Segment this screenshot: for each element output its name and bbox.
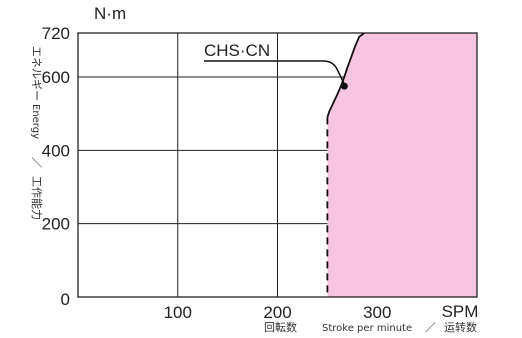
y-tick-label-720: 720 [42,24,70,43]
x-axis-title-jp: 回転数 [264,321,297,334]
x-tick-label-200: 200 [263,303,291,322]
y-tick-label-200: 200 [42,215,70,234]
x-axis-title-cn: 运转数 [444,320,477,334]
series-line-chs-cn [326,32,365,118]
y-tick-label-400: 400 [42,141,70,160]
x-tick-labels: 100 200 300 [164,303,392,322]
series-curve [326,32,365,118]
x-tick-label-300: 300 [363,303,391,322]
y-tick-labels: 200 400 600 720 [42,24,70,234]
series-label: CHS·CN [204,41,270,60]
y-axis-title-jp: エネルギー [30,46,43,101]
series-marker-point [340,82,348,90]
x-axis-title-en: Stroke per minute [322,323,412,334]
y-axis-title-sep: ／ [30,157,43,168]
y-tick-label-600: 600 [42,68,70,87]
shaded-region [327,33,477,297]
y-unit-label: N·m [94,4,126,23]
marker-group [340,82,348,90]
series-leader-line [204,60,345,84]
y-axis-title: エネルギー Energy ／ 工作能力 [30,46,44,220]
plot-border [77,32,478,298]
operating-region-fill [327,33,477,297]
x-axis-title: 回転数 Stroke per minute ／ 运转数 [264,320,477,334]
y-axis-title-jp2: 工作能力 [30,176,44,220]
x-tick-label-100: 100 [164,303,192,322]
x-unit-label: SPM [442,302,479,321]
y-axis-title-en: Energy [30,104,41,139]
plot-frame [77,32,478,298]
x-axis-title-sep: ／ [425,321,436,334]
origin-label: 0 [61,290,70,309]
